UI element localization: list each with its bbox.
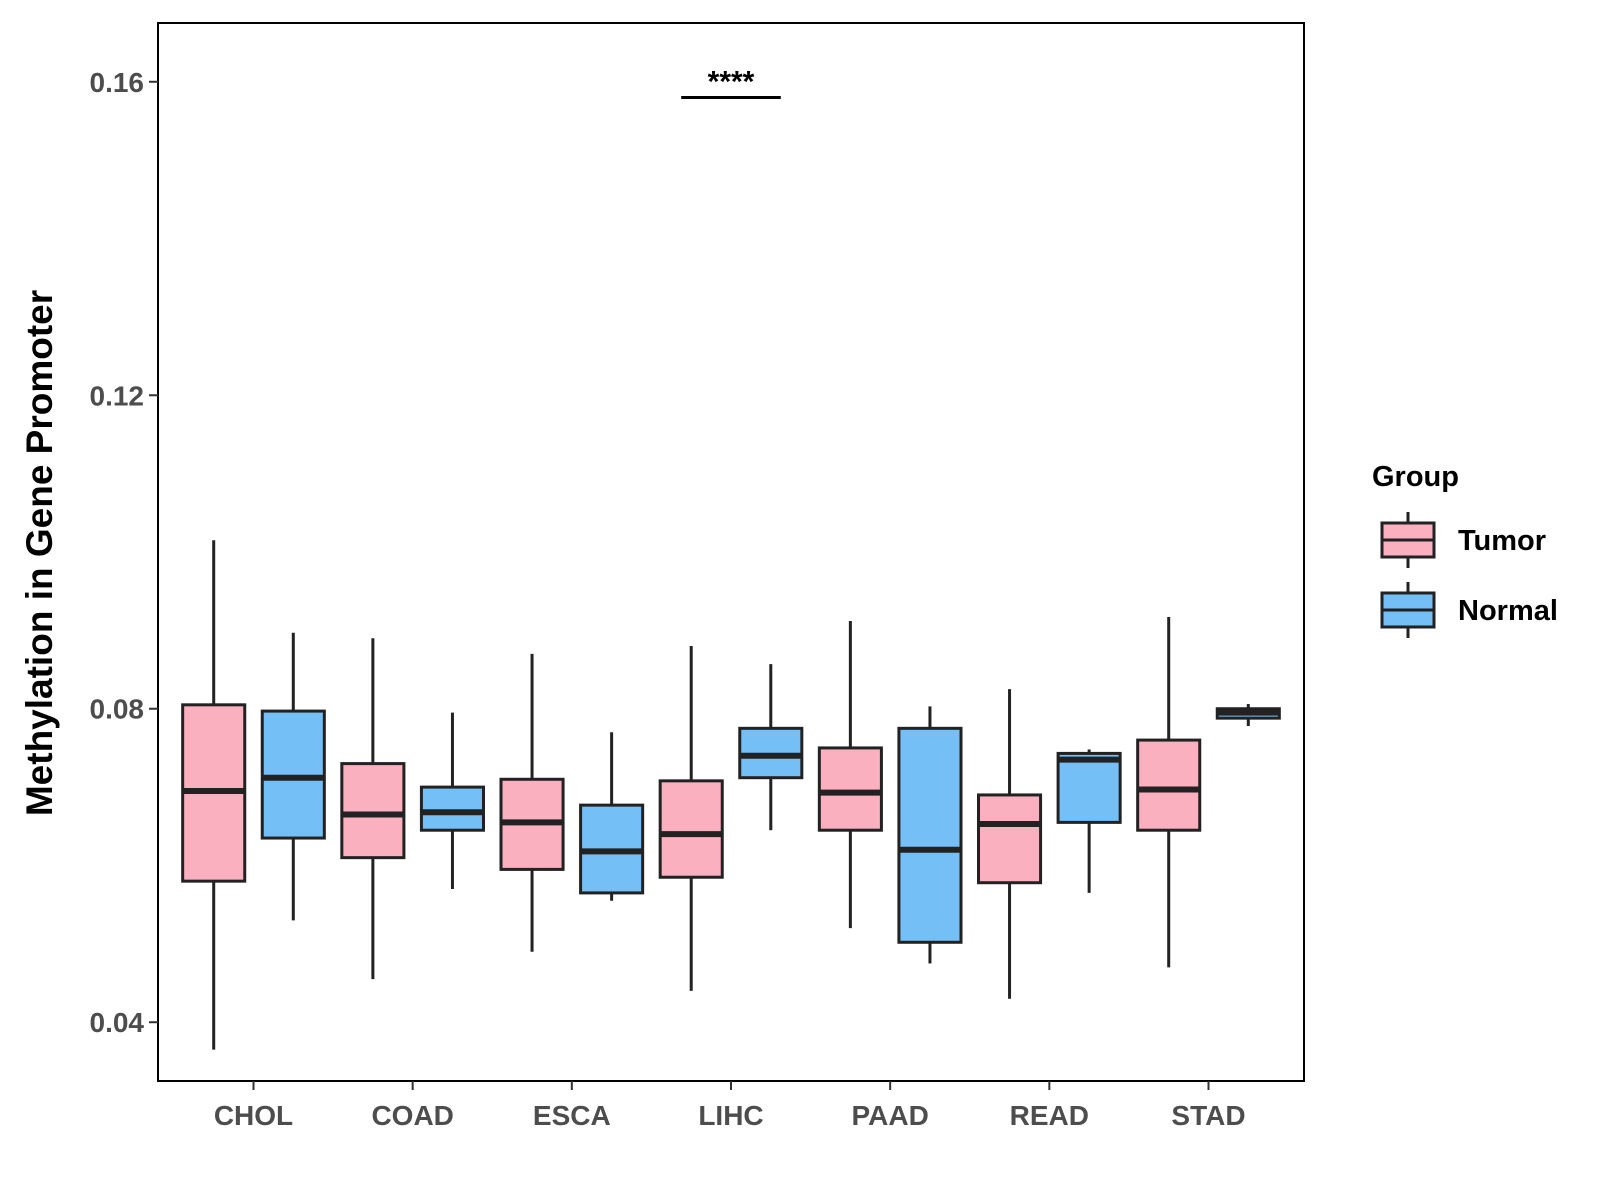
legend-label-normal: Normal [1458,595,1558,627]
y-tick-label: 0.16 [90,67,145,98]
panel-border [157,22,1305,1082]
y-axis: 0.04 0.08 0.12 0.16 [90,67,158,1038]
significance-label: **** [708,65,755,98]
box-normal-read [1056,749,1122,893]
box-iqr [340,762,406,860]
legend: Group Tumor Normal [1372,461,1558,638]
x-tick-label-coad: COAD [371,1100,453,1131]
x-tick-label-read: READ [1010,1100,1089,1131]
box-normal-chol [260,632,326,921]
box-iqr [260,709,326,840]
box-iqr [977,793,1043,885]
x-tick-label-esca: ESCA [533,1100,611,1131]
box-iqr [897,726,963,944]
y-tick-label: 0.04 [90,1007,145,1038]
x-tick-label-paad: PAAD [852,1100,929,1131]
legend-title: Group [1372,461,1459,493]
box-normal-coad [419,712,485,889]
y-axis-title: Methylation in Gene Promoter [19,290,60,816]
box-iqr [658,779,724,879]
box-tumor-coad [340,638,406,980]
x-tick-label-chol: CHOL [214,1100,293,1131]
y-tick-label: 0.08 [90,694,145,725]
y-tick-label: 0.12 [90,380,145,411]
box-tumor-read [977,689,1043,999]
x-axis: CHOL COAD ESCA LIHC PAAD READ STAD [214,1081,1246,1131]
legend-item-normal: Normal [1380,582,1558,638]
box-normal-stad [1215,704,1281,726]
x-tick-label-stad: STAD [1171,1100,1245,1131]
box-tumor-paad [817,620,883,929]
box-iqr [817,746,883,832]
box-normal-paad [897,706,963,964]
box-tumor-esca [499,653,565,952]
box-iqr [1056,751,1122,824]
box-tumor-stad [1136,617,1202,968]
legend-item-tumor: Tumor [1380,512,1546,568]
legend-label-tumor: Tumor [1458,525,1546,557]
x-tick-label-lihc: LIHC [698,1100,763,1131]
box-normal-lihc [738,664,804,831]
box-iqr [419,785,485,832]
box-tumor-lihc [658,646,724,991]
boxes-layer [181,540,1281,1050]
box-normal-esca [579,732,645,901]
annotations-layer: **** [681,65,781,99]
box-iqr [1136,738,1202,832]
box-tumor-chol [181,540,247,1050]
